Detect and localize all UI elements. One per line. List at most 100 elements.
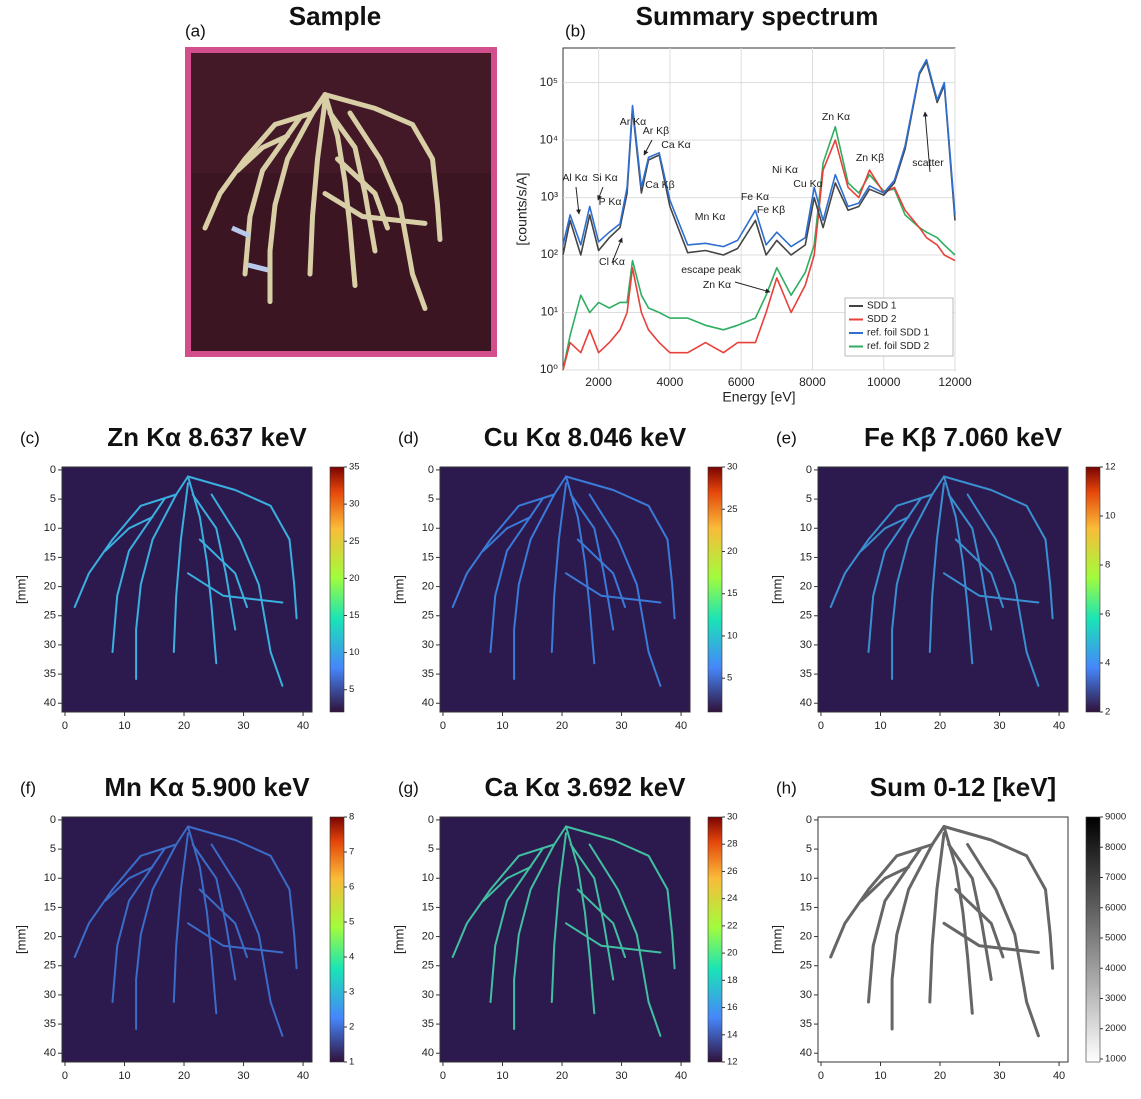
x-tick-label: 30	[615, 720, 627, 732]
colorbar-tick-label: 28	[727, 839, 738, 850]
panel-label: (h)	[776, 778, 797, 797]
colorbar-tick-label: 3000	[1105, 993, 1126, 1004]
colorbar-tick-label: 6	[1105, 609, 1110, 620]
x-tick-label: 30	[993, 1070, 1005, 1082]
colorbar-tick-label: 4000	[1105, 963, 1126, 974]
y-tick-label: 35	[44, 668, 56, 680]
heatmap-image	[818, 817, 1068, 1062]
heatmap-image	[62, 817, 312, 1062]
y-tick-label: 30	[800, 639, 812, 651]
figure: (a)Sample(b)Summary spectrum200040006000…	[0, 0, 1141, 1099]
annotation: Al Kα	[562, 172, 587, 184]
y-tick-label: 5	[50, 493, 56, 505]
colorbar	[708, 817, 722, 1062]
colorbar-tick-label: 3	[349, 987, 354, 998]
colorbar-tick-label: 7000	[1105, 872, 1126, 883]
y-tick-label: 0	[806, 814, 812, 826]
legend-label: SDD 1	[867, 301, 897, 312]
x-tick-label: 30	[237, 720, 249, 732]
x-tick-label: 10	[874, 1070, 886, 1082]
colorbar-tick-label: 10	[349, 647, 360, 658]
x-tick-label: 0	[62, 720, 68, 732]
colorbar-tick-label: 25	[727, 504, 738, 515]
y-tick-label: 35	[800, 668, 812, 680]
y-tick-label: 15	[44, 901, 56, 913]
y-tick-label: 0	[50, 814, 56, 826]
colorbar-tick-label: 6	[349, 882, 354, 893]
y-tick-label: 5	[428, 843, 434, 855]
x-tick-label: 0	[818, 1070, 824, 1082]
annotation: Si Kα	[592, 172, 617, 184]
colorbar-tick-label: 2	[1105, 707, 1110, 718]
y-tick-label: 25	[800, 960, 812, 972]
panel-title: Mn Kα 5.900 keV	[104, 772, 310, 802]
colorbar-tick-label: 5000	[1105, 933, 1126, 944]
panel-label: (e)	[776, 428, 797, 447]
y-tick-label: 30	[422, 639, 434, 651]
colorbar-tick-label: 8	[1105, 560, 1110, 571]
colorbar-tick-label: 12	[1105, 462, 1116, 473]
x-tick-label: 0	[818, 720, 824, 732]
x-tick-label: 10000	[867, 375, 901, 389]
x-tick-label: 40	[675, 1070, 687, 1082]
y-tick-label: 20	[800, 580, 812, 592]
annotation: Zn Kα	[822, 111, 850, 123]
x-tick-label: 10	[118, 1070, 130, 1082]
panel-label: (c)	[20, 428, 40, 447]
panel-title: Sum 0-12 [keV]	[870, 772, 1056, 802]
y-tick-label: 15	[800, 551, 812, 563]
colorbar-tick-label: 5	[727, 673, 732, 684]
colorbar-tick-label: 5	[349, 917, 354, 928]
y-tick-label: 40	[422, 697, 434, 709]
annotation: P Kα	[599, 196, 622, 208]
colorbar-tick-label: 2	[349, 1022, 354, 1033]
annotation: Ca Kα	[661, 139, 690, 151]
x-tick-label: 30	[237, 1070, 249, 1082]
x-tick-label: 10	[496, 720, 508, 732]
y-tick-label: 0	[428, 464, 434, 476]
y-axis-label: [mm]	[13, 575, 28, 604]
y-tick-label: 10³	[541, 190, 558, 204]
y-tick-label: 30	[800, 989, 812, 1001]
x-tick-label: 20	[934, 1070, 946, 1082]
annotation: Cu Kα	[793, 178, 822, 190]
colorbar-tick-label: 35	[349, 462, 360, 473]
y-tick-label: 15	[800, 901, 812, 913]
x-tick-label: 20	[556, 1070, 568, 1082]
legend-label: ref. foil SDD 1	[867, 328, 930, 339]
y-axis-label: [counts/s/A]	[514, 172, 530, 245]
colorbar-tick-label: 10	[1105, 511, 1116, 522]
y-tick-label: 10	[800, 872, 812, 884]
x-tick-label: 30	[615, 1070, 627, 1082]
y-tick-label: 40	[44, 697, 56, 709]
annotation: Fe Kβ	[757, 204, 785, 216]
heatmap-image	[440, 817, 690, 1062]
colorbar	[330, 817, 344, 1062]
y-tick-label: 10	[44, 522, 56, 534]
y-tick-label: 10²	[541, 247, 558, 261]
colorbar-tick-label: 2000	[1105, 1023, 1126, 1034]
x-tick-label: 40	[1053, 1070, 1065, 1082]
y-tick-label: 40	[800, 1047, 812, 1059]
y-axis-label: [mm]	[391, 575, 406, 604]
x-tick-label: 40	[297, 1070, 309, 1082]
x-tick-label: 0	[440, 720, 446, 732]
colorbar-tick-label: 4	[349, 952, 354, 963]
y-tick-label: 0	[428, 814, 434, 826]
x-tick-label: 10	[874, 720, 886, 732]
annotation: Fe Kα	[741, 191, 769, 203]
x-tick-label: 0	[62, 1070, 68, 1082]
colorbar-tick-label: 7	[349, 847, 354, 858]
panel-title: Ca Kα 3.692 keV	[485, 772, 687, 802]
y-tick-label: 20	[422, 580, 434, 592]
x-tick-label: 40	[675, 720, 687, 732]
colorbar-tick-label: 12	[727, 1057, 738, 1068]
y-tick-label: 0	[50, 464, 56, 476]
x-tick-label: 6000	[728, 375, 755, 389]
colorbar-tick-label: 14	[727, 1029, 738, 1040]
colorbar-tick-label: 1000	[1105, 1053, 1126, 1064]
x-tick-label: 10	[496, 1070, 508, 1082]
y-axis-label: [mm]	[391, 925, 406, 954]
y-tick-label: 20	[800, 930, 812, 942]
annotation: Ni Kα	[772, 164, 798, 176]
